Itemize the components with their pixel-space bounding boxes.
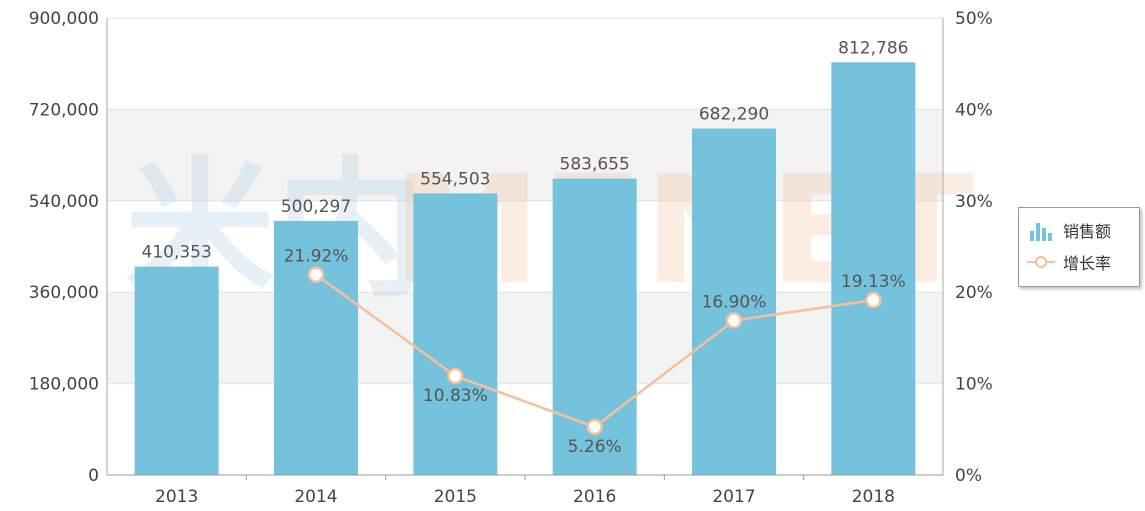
y-right-tick-label: 20% bbox=[955, 283, 993, 303]
bar-value-label: 554,503 bbox=[420, 169, 490, 189]
growth-value-label: 5.26% bbox=[568, 437, 622, 457]
line-point bbox=[586, 418, 603, 436]
growth-value-label: 16.90% bbox=[702, 293, 767, 313]
bar bbox=[831, 62, 916, 475]
legend: 销售额 增长率 bbox=[1018, 207, 1140, 287]
line-point bbox=[447, 367, 464, 385]
bar-value-label: 500,297 bbox=[281, 197, 351, 217]
axes: 0 180,000 360,000 540,000 720,000 900,000 0% 10… bbox=[29, 9, 993, 507]
data-labels: 410,353 500,297 554,503 583,655 682,290 812,7… bbox=[142, 38, 909, 457]
bar-chart-icon bbox=[1027, 219, 1055, 241]
y-left-tick-label: 0 bbox=[88, 466, 99, 486]
line-marker-icon bbox=[1027, 251, 1055, 273]
line-series bbox=[307, 266, 882, 436]
bar bbox=[692, 128, 776, 476]
y-right-tick-label: 0% bbox=[955, 466, 982, 486]
plot-background-bands bbox=[107, 17, 943, 476]
x-tick-label: 2014 bbox=[294, 487, 337, 507]
legend-label-growth: 增长率 bbox=[1063, 254, 1112, 273]
y-left-tick-label: 540,000 bbox=[29, 192, 99, 212]
y-right-tick-label: 40% bbox=[955, 100, 993, 120]
y-left-tick-label: 900,000 bbox=[29, 9, 99, 29]
growth-value-label: 21.92% bbox=[284, 247, 349, 267]
x-tick-label: 2013 bbox=[155, 487, 198, 507]
y-right-tick-label: 30% bbox=[955, 192, 993, 212]
bar-value-label: 682,290 bbox=[699, 105, 769, 125]
bar bbox=[274, 220, 358, 475]
line-point bbox=[865, 291, 882, 309]
grid-band bbox=[107, 109, 943, 201]
bar-value-label: 812,786 bbox=[838, 38, 908, 58]
y-left-tick-label: 360,000 bbox=[29, 283, 99, 303]
grid-band bbox=[107, 292, 943, 384]
x-tick-label: 2015 bbox=[434, 487, 477, 507]
legend-item-sales[interactable]: 销售额 bbox=[1027, 218, 1111, 242]
x-tick-label: 2018 bbox=[852, 487, 895, 507]
x-tick-label: 2017 bbox=[712, 487, 755, 507]
line-point bbox=[307, 266, 325, 283]
growth-value-label: 10.83% bbox=[423, 386, 488, 406]
y-right-tick-label: 50% bbox=[955, 9, 993, 29]
bar-value-label: 583,655 bbox=[560, 155, 630, 175]
y-left-tick-label: 180,000 bbox=[29, 375, 99, 395]
bar bbox=[413, 193, 498, 475]
growth-value-label: 19.13% bbox=[841, 272, 906, 292]
y-left-tick-label: 720,000 bbox=[29, 100, 99, 120]
bar-value-label: 410,353 bbox=[142, 243, 212, 263]
y-right-tick-label: 10% bbox=[955, 375, 993, 395]
x-tick-label: 2016 bbox=[573, 487, 616, 507]
line-point bbox=[725, 312, 743, 329]
legend-item-growth[interactable]: 增长率 bbox=[1027, 250, 1111, 274]
legend-label-sales: 销售额 bbox=[1063, 222, 1112, 241]
bar bbox=[134, 266, 219, 475]
